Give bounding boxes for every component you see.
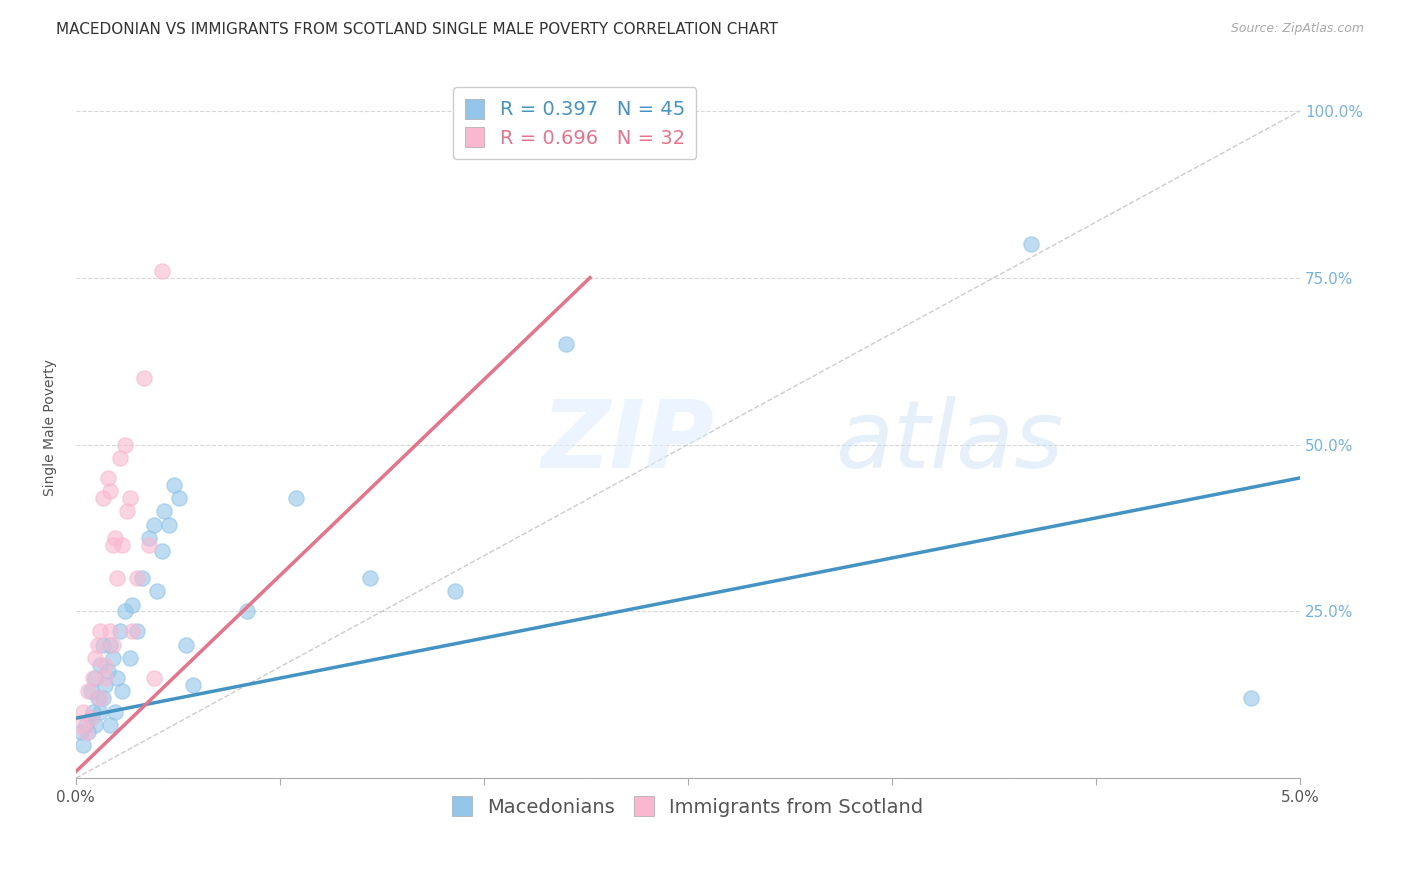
Point xyxy=(125,624,148,639)
Point xyxy=(121,598,143,612)
Point xyxy=(87,638,110,652)
Point xyxy=(111,684,134,698)
Point xyxy=(183,678,205,692)
Point xyxy=(101,651,124,665)
Point xyxy=(143,517,166,532)
Point xyxy=(145,584,167,599)
Point xyxy=(107,671,129,685)
Point xyxy=(117,504,139,518)
Point xyxy=(84,671,107,685)
Text: atlas: atlas xyxy=(835,396,1063,487)
Point xyxy=(104,531,127,545)
Text: Source: ZipAtlas.com: Source: ZipAtlas.com xyxy=(1230,22,1364,36)
Y-axis label: Single Male Poverty: Single Male Poverty xyxy=(44,359,58,496)
Point xyxy=(444,584,467,599)
Point xyxy=(94,671,117,685)
Point xyxy=(153,504,176,518)
Point xyxy=(121,624,143,639)
Point xyxy=(118,651,141,665)
Point xyxy=(77,684,100,698)
Point xyxy=(89,624,111,639)
Point xyxy=(79,711,101,725)
Point xyxy=(104,705,127,719)
Point xyxy=(554,337,576,351)
Point xyxy=(89,657,111,672)
Point xyxy=(75,724,97,739)
Point xyxy=(359,571,381,585)
Point xyxy=(97,665,120,679)
Text: ZIP: ZIP xyxy=(541,396,714,488)
Text: MACEDONIAN VS IMMIGRANTS FROM SCOTLAND SINGLE MALE POVERTY CORRELATION CHART: MACEDONIAN VS IMMIGRANTS FROM SCOTLAND S… xyxy=(56,22,779,37)
Point xyxy=(163,477,186,491)
Point xyxy=(77,724,100,739)
Point xyxy=(98,718,121,732)
Point xyxy=(97,471,120,485)
Point xyxy=(82,671,104,685)
Point xyxy=(579,117,602,131)
Point xyxy=(125,571,148,585)
Point xyxy=(134,371,156,385)
Point xyxy=(84,651,107,665)
Point xyxy=(118,491,141,505)
Point xyxy=(108,624,131,639)
Point xyxy=(89,691,111,706)
Point xyxy=(72,705,94,719)
Point xyxy=(174,638,197,652)
Point xyxy=(91,638,114,652)
Point xyxy=(94,678,117,692)
Point xyxy=(167,491,190,505)
Point xyxy=(98,484,121,499)
Point xyxy=(84,718,107,732)
Point xyxy=(98,624,121,639)
Point xyxy=(107,571,129,585)
Point xyxy=(138,538,160,552)
Point xyxy=(87,691,110,706)
Point xyxy=(101,538,124,552)
Point xyxy=(91,491,114,505)
Point xyxy=(101,638,124,652)
Point xyxy=(98,638,121,652)
Point xyxy=(143,671,166,685)
Point xyxy=(131,571,153,585)
Point xyxy=(69,718,91,732)
Point xyxy=(79,684,101,698)
Point xyxy=(236,604,259,618)
Point xyxy=(108,450,131,465)
Point xyxy=(79,711,101,725)
Point xyxy=(75,718,97,732)
Point xyxy=(114,437,136,451)
Point xyxy=(94,657,117,672)
Point xyxy=(1019,237,1042,252)
Point xyxy=(72,738,94,752)
Point xyxy=(285,491,308,505)
Point xyxy=(150,544,173,558)
Point xyxy=(91,691,114,706)
Point xyxy=(89,705,111,719)
Point xyxy=(114,604,136,618)
Point xyxy=(157,517,180,532)
Point xyxy=(82,705,104,719)
Point xyxy=(150,264,173,278)
Point xyxy=(69,724,91,739)
Point xyxy=(1240,691,1263,706)
Point xyxy=(111,538,134,552)
Legend: Macedonians, Immigrants from Scotland: Macedonians, Immigrants from Scotland xyxy=(444,789,931,824)
Point xyxy=(138,531,160,545)
